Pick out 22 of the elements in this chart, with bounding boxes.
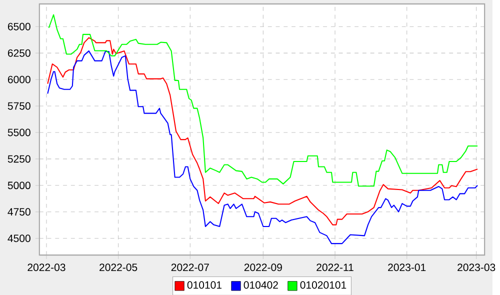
line-series	[48, 14, 478, 186]
y-tick-label: 4750	[8, 208, 30, 216]
y-tick-label: 6500	[8, 22, 30, 30]
y-tick-label: 5250	[8, 155, 30, 162]
y-tick-label: 5500	[8, 128, 30, 136]
y-tick-label: 6250	[8, 49, 30, 57]
line-series	[47, 50, 478, 244]
legend-label: 010402	[244, 281, 278, 288]
x-tick-label: 2022-11	[316, 263, 354, 271]
x-tick-label: 2022-05	[100, 263, 138, 271]
y-tick-label: 5750	[8, 102, 30, 110]
y-tick-label: 5000	[8, 181, 30, 189]
x-tick-label: 2022-09	[244, 263, 282, 271]
x-tick-label: 2023-01	[388, 263, 426, 271]
legend-label: 010101	[187, 281, 222, 288]
x-tick-label: 2022-03	[28, 263, 66, 271]
legend-label: 01020101	[300, 281, 346, 288]
y-tick-label: 6000	[8, 76, 30, 84]
line-series	[47, 36, 478, 226]
y-tick-label: 4500	[8, 234, 30, 242]
x-tick-label: 2022-07	[171, 263, 209, 271]
x-tick-label: 2023-03	[458, 263, 496, 271]
